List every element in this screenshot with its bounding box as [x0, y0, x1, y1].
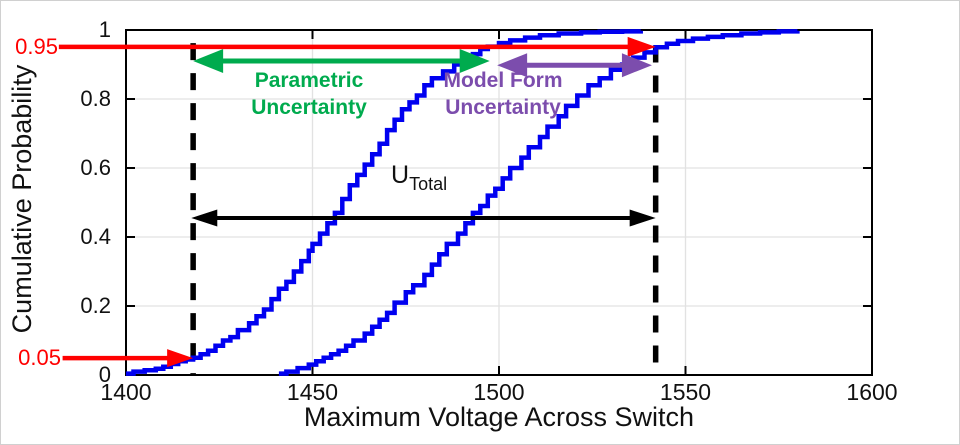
x-axis-label: Maximum Voltage Across Switch: [303, 402, 695, 432]
quantile-05-tick-label: 0.05: [18, 345, 61, 370]
total-uncertainty-arrow-head-right: [629, 209, 656, 227]
y-tick-label: 0.6: [80, 155, 111, 180]
y-tick-label: 1: [98, 17, 111, 42]
y-tick-label: 0.4: [80, 224, 111, 249]
x-tick-label: 1400: [100, 379, 152, 405]
x-tick-label: 1600: [846, 379, 898, 405]
model-form-uncertainty-arrow-head-left: [497, 53, 528, 78]
model-form-uncertainty-arrow-head-right: [621, 53, 652, 78]
cdf-total-with-model-form: [278, 29, 800, 376]
quantile-95-tick-label: 0.95: [15, 34, 58, 59]
parametric-uncertainty-arrow-head-right: [459, 49, 490, 74]
x-tick-label: 1550: [659, 379, 712, 405]
total-uncertainty-arrow-head-left: [191, 209, 218, 227]
x-tick-label: 1500: [473, 379, 525, 405]
u-total-label: UTotal: [391, 161, 447, 194]
u-total-subscript: Total: [409, 174, 448, 194]
y-tick-label: 0.2: [80, 293, 111, 318]
model-form-uncertainty-label: Model Form Uncertainty: [443, 69, 563, 119]
parametric-uncertainty-label: Parametric Uncertainty: [251, 69, 367, 119]
y-tick-label: 0: [98, 362, 111, 387]
quantile-95-arrow-head-right: [627, 36, 656, 57]
y-tick-label: 0.8: [80, 86, 111, 111]
parametric-uncertainty-arrow-head-left: [193, 49, 224, 74]
x-tick-label: 1450: [286, 379, 339, 405]
quantile-05-arrow-head-right: [167, 349, 194, 368]
u-total-main: U: [391, 161, 410, 189]
